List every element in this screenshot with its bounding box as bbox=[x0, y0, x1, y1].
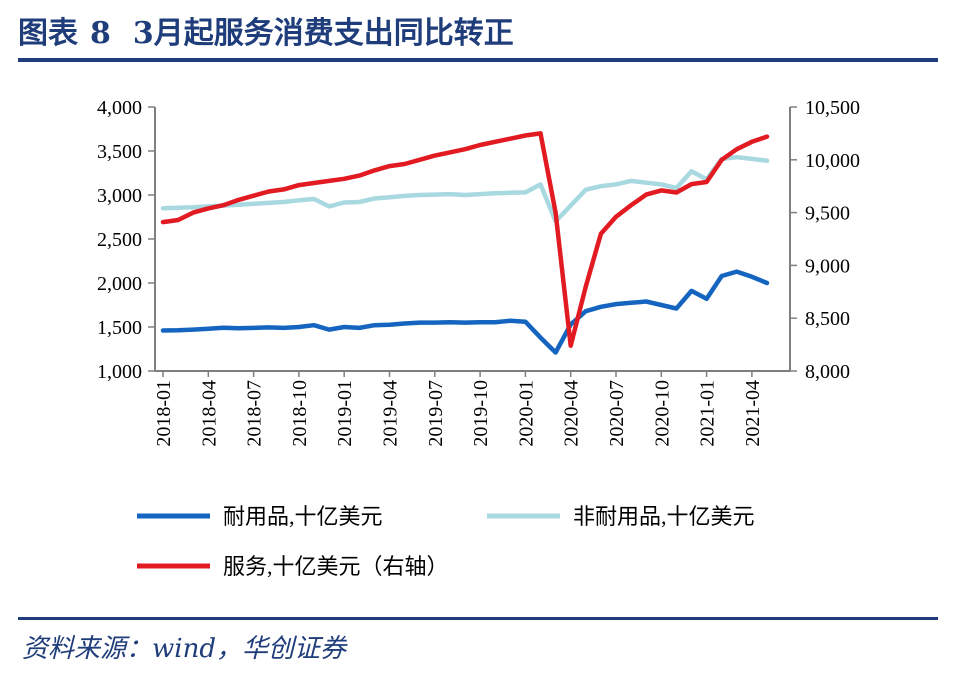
x-tick-label: 2018-07 bbox=[244, 380, 266, 447]
right-tick-label: 9,000 bbox=[805, 255, 850, 277]
right-tick-label: 9,500 bbox=[805, 203, 850, 225]
x-tick-label: 2021-01 bbox=[697, 380, 719, 447]
figure-label: 图表 bbox=[18, 16, 78, 51]
series-line-2 bbox=[160, 131, 770, 348]
right-tick-label: 8,500 bbox=[805, 308, 850, 330]
source-note: 资料来源：wind，华创证券 bbox=[22, 634, 346, 664]
figure-title: 图表 8 3月起服务消费支出同比转正 bbox=[18, 8, 514, 52]
left-tick-label: 4,000 bbox=[97, 97, 142, 119]
series-line-1 bbox=[160, 154, 770, 224]
legend-label: 非耐用品,十亿美元 bbox=[573, 504, 755, 529]
left-tick-label: 3,000 bbox=[97, 185, 142, 207]
right-tick-label: 10,000 bbox=[805, 150, 860, 172]
x-tick-label: 2019-07 bbox=[425, 380, 447, 447]
legend-label: 服务,十亿美元（右轴） bbox=[223, 554, 449, 579]
x-tick-label: 2018-10 bbox=[289, 380, 311, 447]
left-tick-label: 2,500 bbox=[97, 229, 142, 251]
line-chart: 1,000 1,500 2,000 2,500 3,000 3,500 4,000 8,000… bbox=[97, 97, 860, 579]
title-text: 3月起服务消费支出同比转正 bbox=[132, 16, 514, 51]
left-tick-label: 3,500 bbox=[97, 141, 142, 163]
left-tick-label: 2,000 bbox=[97, 273, 142, 295]
x-tick-label: 2020-07 bbox=[606, 380, 628, 447]
x-tick-label: 2019-01 bbox=[334, 380, 356, 447]
x-tick-label: 2021-04 bbox=[742, 380, 764, 447]
left-tick-label: 1,500 bbox=[97, 317, 142, 339]
chart-series bbox=[160, 131, 770, 355]
x-tick-label: 2020-01 bbox=[515, 380, 537, 447]
figure-number: 8 bbox=[90, 16, 111, 51]
right-tick-label: 8,000 bbox=[805, 361, 850, 383]
legend-label: 耐用品,十亿美元 bbox=[223, 504, 383, 529]
x-tick-label: 2020-10 bbox=[651, 380, 673, 447]
x-tick-label: 2020-04 bbox=[561, 380, 583, 447]
series-line-0 bbox=[160, 269, 770, 355]
x-tick-label: 2018-01 bbox=[153, 380, 175, 447]
left-tick-label: 1,000 bbox=[97, 361, 142, 383]
x-tick-label: 2019-10 bbox=[470, 380, 492, 447]
right-tick-label: 10,500 bbox=[805, 97, 860, 119]
header-rule bbox=[18, 58, 938, 62]
footer-rule bbox=[18, 617, 938, 620]
chart-axes: 1,000 1,500 2,000 2,500 3,000 3,500 4,000 8,000… bbox=[97, 97, 860, 447]
x-tick-label: 2018-04 bbox=[198, 380, 220, 447]
x-tick-label: 2019-04 bbox=[380, 380, 402, 447]
